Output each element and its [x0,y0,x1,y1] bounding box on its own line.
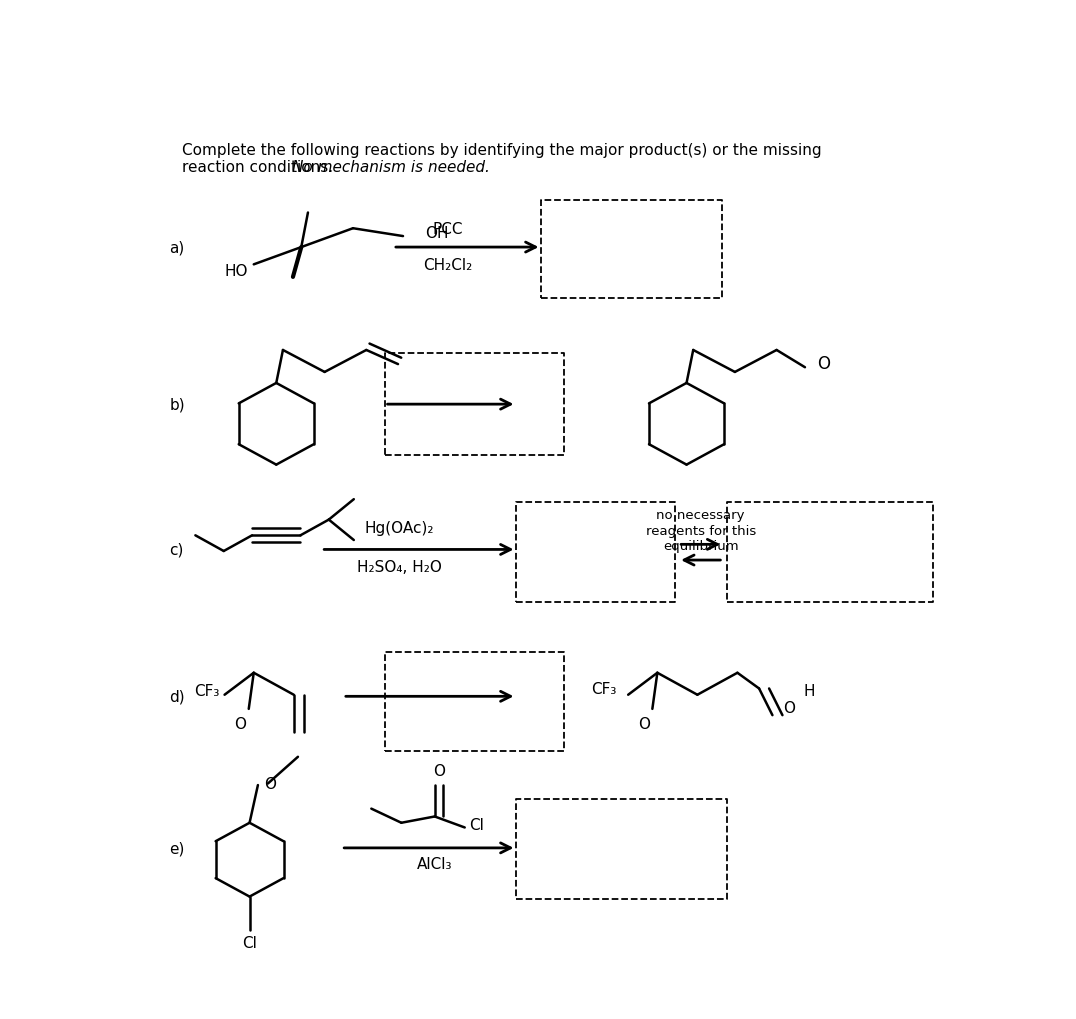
Text: O: O [817,355,830,373]
Text: HO: HO [225,264,247,279]
Text: a): a) [170,240,185,256]
Text: O: O [638,715,650,731]
Text: O: O [783,700,795,715]
Text: b): b) [170,397,185,413]
Text: OH: OH [425,225,449,240]
Text: H: H [804,683,815,698]
Text: equilibrium: equilibrium [663,540,738,553]
Text: no necessary: no necessary [656,508,745,522]
Text: AlCl₃: AlCl₃ [417,856,452,871]
Text: CF₃: CF₃ [592,682,617,696]
Text: PCC: PCC [433,221,464,236]
Text: Hg(OAc)₂: Hg(OAc)₂ [365,521,435,535]
Text: d): d) [170,689,185,704]
Text: O: O [433,763,444,779]
Text: H₂SO₄, H₂O: H₂SO₄, H₂O [357,559,442,575]
Text: CF₃: CF₃ [194,683,220,698]
Text: O: O [265,776,277,791]
Text: CH₂Cl₂: CH₂Cl₂ [424,258,472,272]
Text: c): c) [170,542,184,557]
Text: Complete the following reactions by identifying the major product(s) or the miss: Complete the following reactions by iden… [182,143,822,158]
Text: e): e) [170,841,185,856]
Text: O: O [235,715,246,731]
Text: No mechanism is needed.: No mechanism is needed. [292,160,490,175]
Text: Cl: Cl [469,817,484,833]
Text: reaction conditions.: reaction conditions. [182,160,338,175]
Text: Cl: Cl [242,934,257,950]
Text: reagents for this: reagents for this [646,524,755,537]
